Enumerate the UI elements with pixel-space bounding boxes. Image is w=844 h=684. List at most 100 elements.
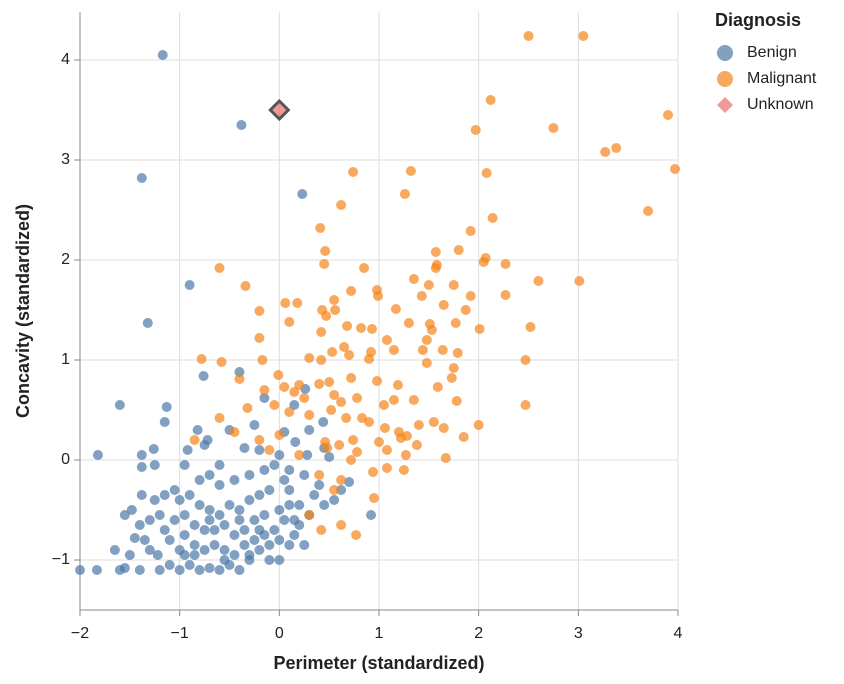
point bbox=[381, 463, 392, 473]
point bbox=[302, 450, 313, 460]
point bbox=[336, 200, 347, 210]
point bbox=[611, 143, 622, 153]
point bbox=[379, 423, 390, 433]
point bbox=[330, 305, 341, 315]
point bbox=[179, 530, 190, 540]
point bbox=[574, 276, 585, 286]
point bbox=[214, 263, 225, 273]
point bbox=[399, 189, 410, 199]
y-tick-label: 2 bbox=[61, 251, 70, 268]
point bbox=[254, 545, 265, 555]
point bbox=[453, 245, 464, 255]
point bbox=[259, 510, 270, 520]
point bbox=[91, 565, 102, 575]
point bbox=[229, 475, 240, 485]
point bbox=[304, 410, 315, 420]
point bbox=[284, 407, 295, 417]
point bbox=[214, 565, 225, 575]
point bbox=[239, 540, 250, 550]
point bbox=[159, 525, 170, 535]
point bbox=[284, 540, 295, 550]
point bbox=[279, 475, 290, 485]
point bbox=[437, 345, 448, 355]
point bbox=[381, 445, 392, 455]
point bbox=[184, 560, 195, 570]
point bbox=[446, 373, 457, 383]
point bbox=[670, 164, 681, 174]
point bbox=[174, 565, 185, 575]
point bbox=[417, 345, 428, 355]
point bbox=[408, 395, 419, 405]
point bbox=[316, 525, 327, 535]
point bbox=[244, 495, 255, 505]
point bbox=[408, 274, 419, 284]
y-tick-label: −1 bbox=[52, 551, 70, 568]
point bbox=[192, 425, 203, 435]
point bbox=[366, 510, 377, 520]
point bbox=[249, 420, 260, 430]
point bbox=[450, 318, 461, 328]
point bbox=[234, 367, 245, 377]
point bbox=[299, 470, 310, 480]
point bbox=[198, 371, 209, 381]
point bbox=[426, 325, 437, 335]
point bbox=[234, 505, 245, 515]
point bbox=[159, 490, 170, 500]
point bbox=[473, 420, 484, 430]
legend-symbol bbox=[717, 45, 733, 61]
point bbox=[451, 396, 462, 406]
point bbox=[388, 395, 399, 405]
point bbox=[179, 550, 190, 560]
point bbox=[364, 417, 375, 427]
point bbox=[523, 31, 534, 41]
point bbox=[297, 189, 308, 199]
point bbox=[274, 505, 285, 515]
point bbox=[126, 505, 137, 515]
point bbox=[392, 380, 403, 390]
point bbox=[292, 298, 303, 308]
point bbox=[342, 321, 353, 331]
point bbox=[329, 390, 340, 400]
point bbox=[194, 475, 205, 485]
point bbox=[474, 324, 485, 334]
point bbox=[214, 510, 225, 520]
point bbox=[367, 324, 378, 334]
point bbox=[304, 425, 315, 435]
point bbox=[142, 318, 153, 328]
point bbox=[413, 420, 424, 430]
point bbox=[388, 345, 399, 355]
point bbox=[520, 355, 531, 365]
point bbox=[184, 280, 195, 290]
point bbox=[316, 355, 327, 365]
point bbox=[316, 327, 327, 337]
point bbox=[348, 435, 359, 445]
point bbox=[259, 393, 270, 403]
point bbox=[216, 357, 227, 367]
legend-label: Benign bbox=[747, 44, 797, 61]
point bbox=[374, 437, 384, 447]
point bbox=[485, 95, 496, 105]
x-tick-label: 3 bbox=[574, 625, 583, 642]
point bbox=[139, 535, 150, 545]
point bbox=[438, 423, 449, 433]
point bbox=[400, 450, 411, 460]
point bbox=[234, 565, 245, 575]
point bbox=[134, 520, 145, 530]
point bbox=[154, 510, 165, 520]
point bbox=[229, 550, 240, 560]
point bbox=[274, 555, 285, 565]
point bbox=[259, 385, 270, 395]
point bbox=[119, 510, 130, 520]
point bbox=[204, 470, 215, 480]
point bbox=[189, 435, 200, 445]
point bbox=[368, 467, 379, 477]
point bbox=[109, 545, 120, 555]
point bbox=[324, 452, 335, 462]
point bbox=[289, 515, 300, 525]
point bbox=[134, 565, 145, 575]
point bbox=[346, 286, 357, 296]
point bbox=[114, 400, 125, 410]
legend-title: Diagnosis bbox=[715, 10, 801, 30]
